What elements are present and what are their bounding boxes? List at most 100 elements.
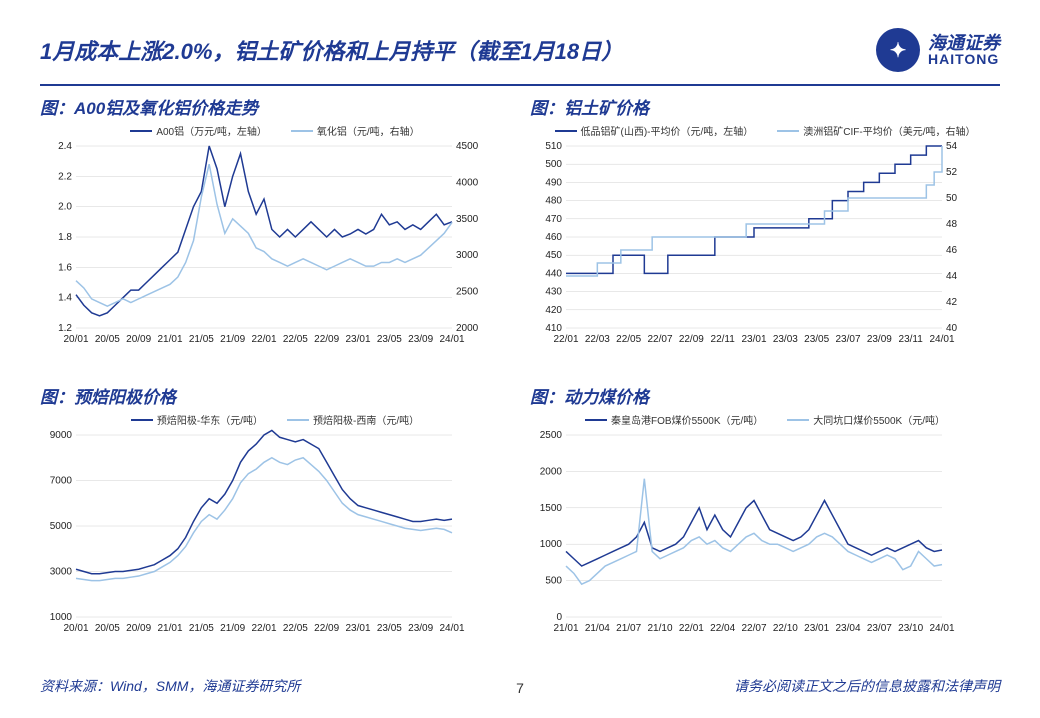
legend-swatch: [130, 130, 152, 132]
svg-text:22/11: 22/11: [711, 334, 736, 345]
svg-text:54: 54: [946, 141, 958, 152]
svg-text:23/01: 23/01: [804, 623, 829, 634]
svg-text:470: 470: [545, 214, 562, 225]
legend-swatch: [287, 419, 309, 421]
svg-text:23/01: 23/01: [345, 623, 370, 634]
svg-text:21/05: 21/05: [189, 334, 214, 345]
svg-text:21/05: 21/05: [189, 623, 214, 634]
chart-line: [566, 479, 942, 585]
svg-text:3000: 3000: [50, 567, 73, 578]
chart-title: 图：A00铝及氧化铝价格走势: [40, 94, 510, 119]
chart-svg: 1000300050007000900020/0120/0520/0921/01…: [40, 429, 490, 639]
svg-text:500: 500: [545, 159, 562, 170]
svg-text:21/01: 21/01: [157, 623, 182, 634]
disclaimer-text: 请务必阅读正文之后的信息披露和法律声明: [734, 676, 1000, 696]
svg-text:21/09: 21/09: [220, 623, 245, 634]
svg-text:23/04: 23/04: [835, 623, 860, 634]
svg-text:20/01: 20/01: [63, 623, 88, 634]
legend-swatch: [555, 130, 577, 132]
title-underline: [40, 84, 1000, 86]
legend-item: 氧化铝（元/吨，右轴）: [291, 123, 420, 138]
chart-legend: 预焙阳极-华东（元/吨）预焙阳极-西南（元/吨）: [40, 412, 510, 427]
svg-text:23/09: 23/09: [867, 334, 892, 345]
svg-text:460: 460: [545, 232, 562, 243]
chart-legend: A00铝（万元/吨，左轴） 氧化铝（元/吨，右轴）: [40, 123, 510, 138]
svg-text:1000: 1000: [50, 612, 73, 623]
svg-text:22/09: 22/09: [314, 623, 339, 634]
svg-text:1000: 1000: [540, 539, 563, 550]
chart-wrap: 1000300050007000900020/0120/0520/0921/01…: [40, 429, 490, 664]
svg-text:420: 420: [545, 305, 562, 316]
svg-text:21/10: 21/10: [647, 623, 672, 634]
svg-text:3500: 3500: [456, 214, 479, 225]
svg-text:2.0: 2.0: [58, 202, 72, 213]
legend-label: 澳洲铝矿CIF-平均价（美元/吨，右轴）: [803, 123, 975, 138]
svg-text:48: 48: [946, 219, 958, 230]
chart-line: [76, 458, 452, 581]
chart-line: [566, 146, 942, 273]
legend-label: 大同坑口煤价5500K（元/吨）: [813, 412, 945, 427]
svg-text:2500: 2500: [456, 287, 479, 298]
legend-label: 氧化铝（元/吨，右轴）: [317, 123, 420, 138]
svg-text:23/05: 23/05: [377, 623, 402, 634]
svg-text:21/01: 21/01: [157, 334, 182, 345]
chart-title: 图：铝土矿价格: [530, 94, 1000, 119]
svg-text:1.6: 1.6: [58, 262, 72, 273]
svg-text:1500: 1500: [540, 503, 563, 514]
svg-text:20/01: 20/01: [63, 334, 88, 345]
svg-text:22/01: 22/01: [553, 334, 578, 345]
svg-text:44: 44: [946, 271, 958, 282]
svg-text:23/11: 23/11: [899, 334, 924, 345]
svg-text:4500: 4500: [456, 141, 479, 152]
svg-text:23/01: 23/01: [345, 334, 370, 345]
svg-text:23/05: 23/05: [804, 334, 829, 345]
svg-text:22/01: 22/01: [251, 334, 276, 345]
svg-text:22/07: 22/07: [647, 334, 672, 345]
svg-text:22/05: 22/05: [616, 334, 641, 345]
svg-text:21/04: 21/04: [585, 623, 610, 634]
logo-en: HAITONG: [928, 52, 1000, 66]
logo: ✦ 海通证券 HAITONG: [876, 28, 1000, 72]
svg-text:1.8: 1.8: [58, 232, 72, 243]
source-text: 资料来源：Wind，SMM，海通证券研究所: [40, 676, 300, 696]
svg-text:24/01: 24/01: [929, 623, 954, 634]
legend-item: 预焙阳极-西南（元/吨）: [287, 412, 419, 427]
svg-text:23/05: 23/05: [377, 334, 402, 345]
svg-text:24/01: 24/01: [929, 334, 954, 345]
svg-text:23/07: 23/07: [835, 334, 860, 345]
svg-text:2.4: 2.4: [58, 141, 72, 152]
chart-line: [76, 164, 452, 306]
svg-text:22/07: 22/07: [741, 623, 766, 634]
svg-text:20/09: 20/09: [126, 623, 151, 634]
chart-wrap: 1.21.41.61.82.02.22.42000250030003500400…: [40, 140, 490, 375]
legend-label: A00铝（万元/吨，左轴）: [156, 123, 267, 138]
svg-text:480: 480: [545, 196, 562, 207]
svg-text:510: 510: [545, 141, 562, 152]
legend-item: A00铝（万元/吨，左轴）: [130, 123, 267, 138]
chart-panel-c3: 图：预焙阳极价格预焙阳极-华东（元/吨）预焙阳极-西南（元/吨） 1000 3000…: [40, 383, 510, 664]
svg-text:22/01: 22/01: [251, 623, 276, 634]
chart-panel-c2: 图：铝土矿价格低品铝矿(山西)-平均价（元/吨，左轴） 澳洲铝矿CIF-平均价（美…: [530, 94, 1000, 375]
svg-text:21/09: 21/09: [220, 334, 245, 345]
chart-grid: 图：A00铝及氧化铝价格走势 A00铝（万元/吨，左轴） 氧化铝（元/吨，右轴） 1.…: [0, 94, 1040, 664]
svg-text:23/03: 23/03: [773, 334, 798, 345]
svg-text:4000: 4000: [456, 177, 479, 188]
page-number: 7: [516, 680, 524, 696]
svg-text:21/01: 21/01: [553, 623, 578, 634]
chart-line: [76, 430, 452, 573]
svg-text:2500: 2500: [540, 430, 563, 441]
chart-title: 图：预焙阳极价格: [40, 383, 510, 408]
svg-text:2000: 2000: [456, 323, 479, 334]
logo-icon: ✦: [876, 28, 920, 72]
legend-item: 低品铝矿(山西)-平均价（元/吨，左轴）: [555, 123, 754, 138]
svg-text:21/07: 21/07: [616, 623, 641, 634]
svg-text:52: 52: [946, 167, 958, 178]
legend-item: 大同坑口煤价5500K（元/吨）: [787, 412, 945, 427]
chart-wrap: 4104204304404504604704804905005104042444…: [530, 140, 980, 375]
svg-text:9000: 9000: [50, 430, 73, 441]
svg-text:500: 500: [545, 576, 562, 587]
legend-item: 秦皇岛港FOB煤价5500K（元/吨）: [585, 412, 763, 427]
svg-text:410: 410: [545, 323, 562, 334]
legend-swatch: [131, 419, 153, 421]
svg-text:3000: 3000: [456, 250, 479, 261]
